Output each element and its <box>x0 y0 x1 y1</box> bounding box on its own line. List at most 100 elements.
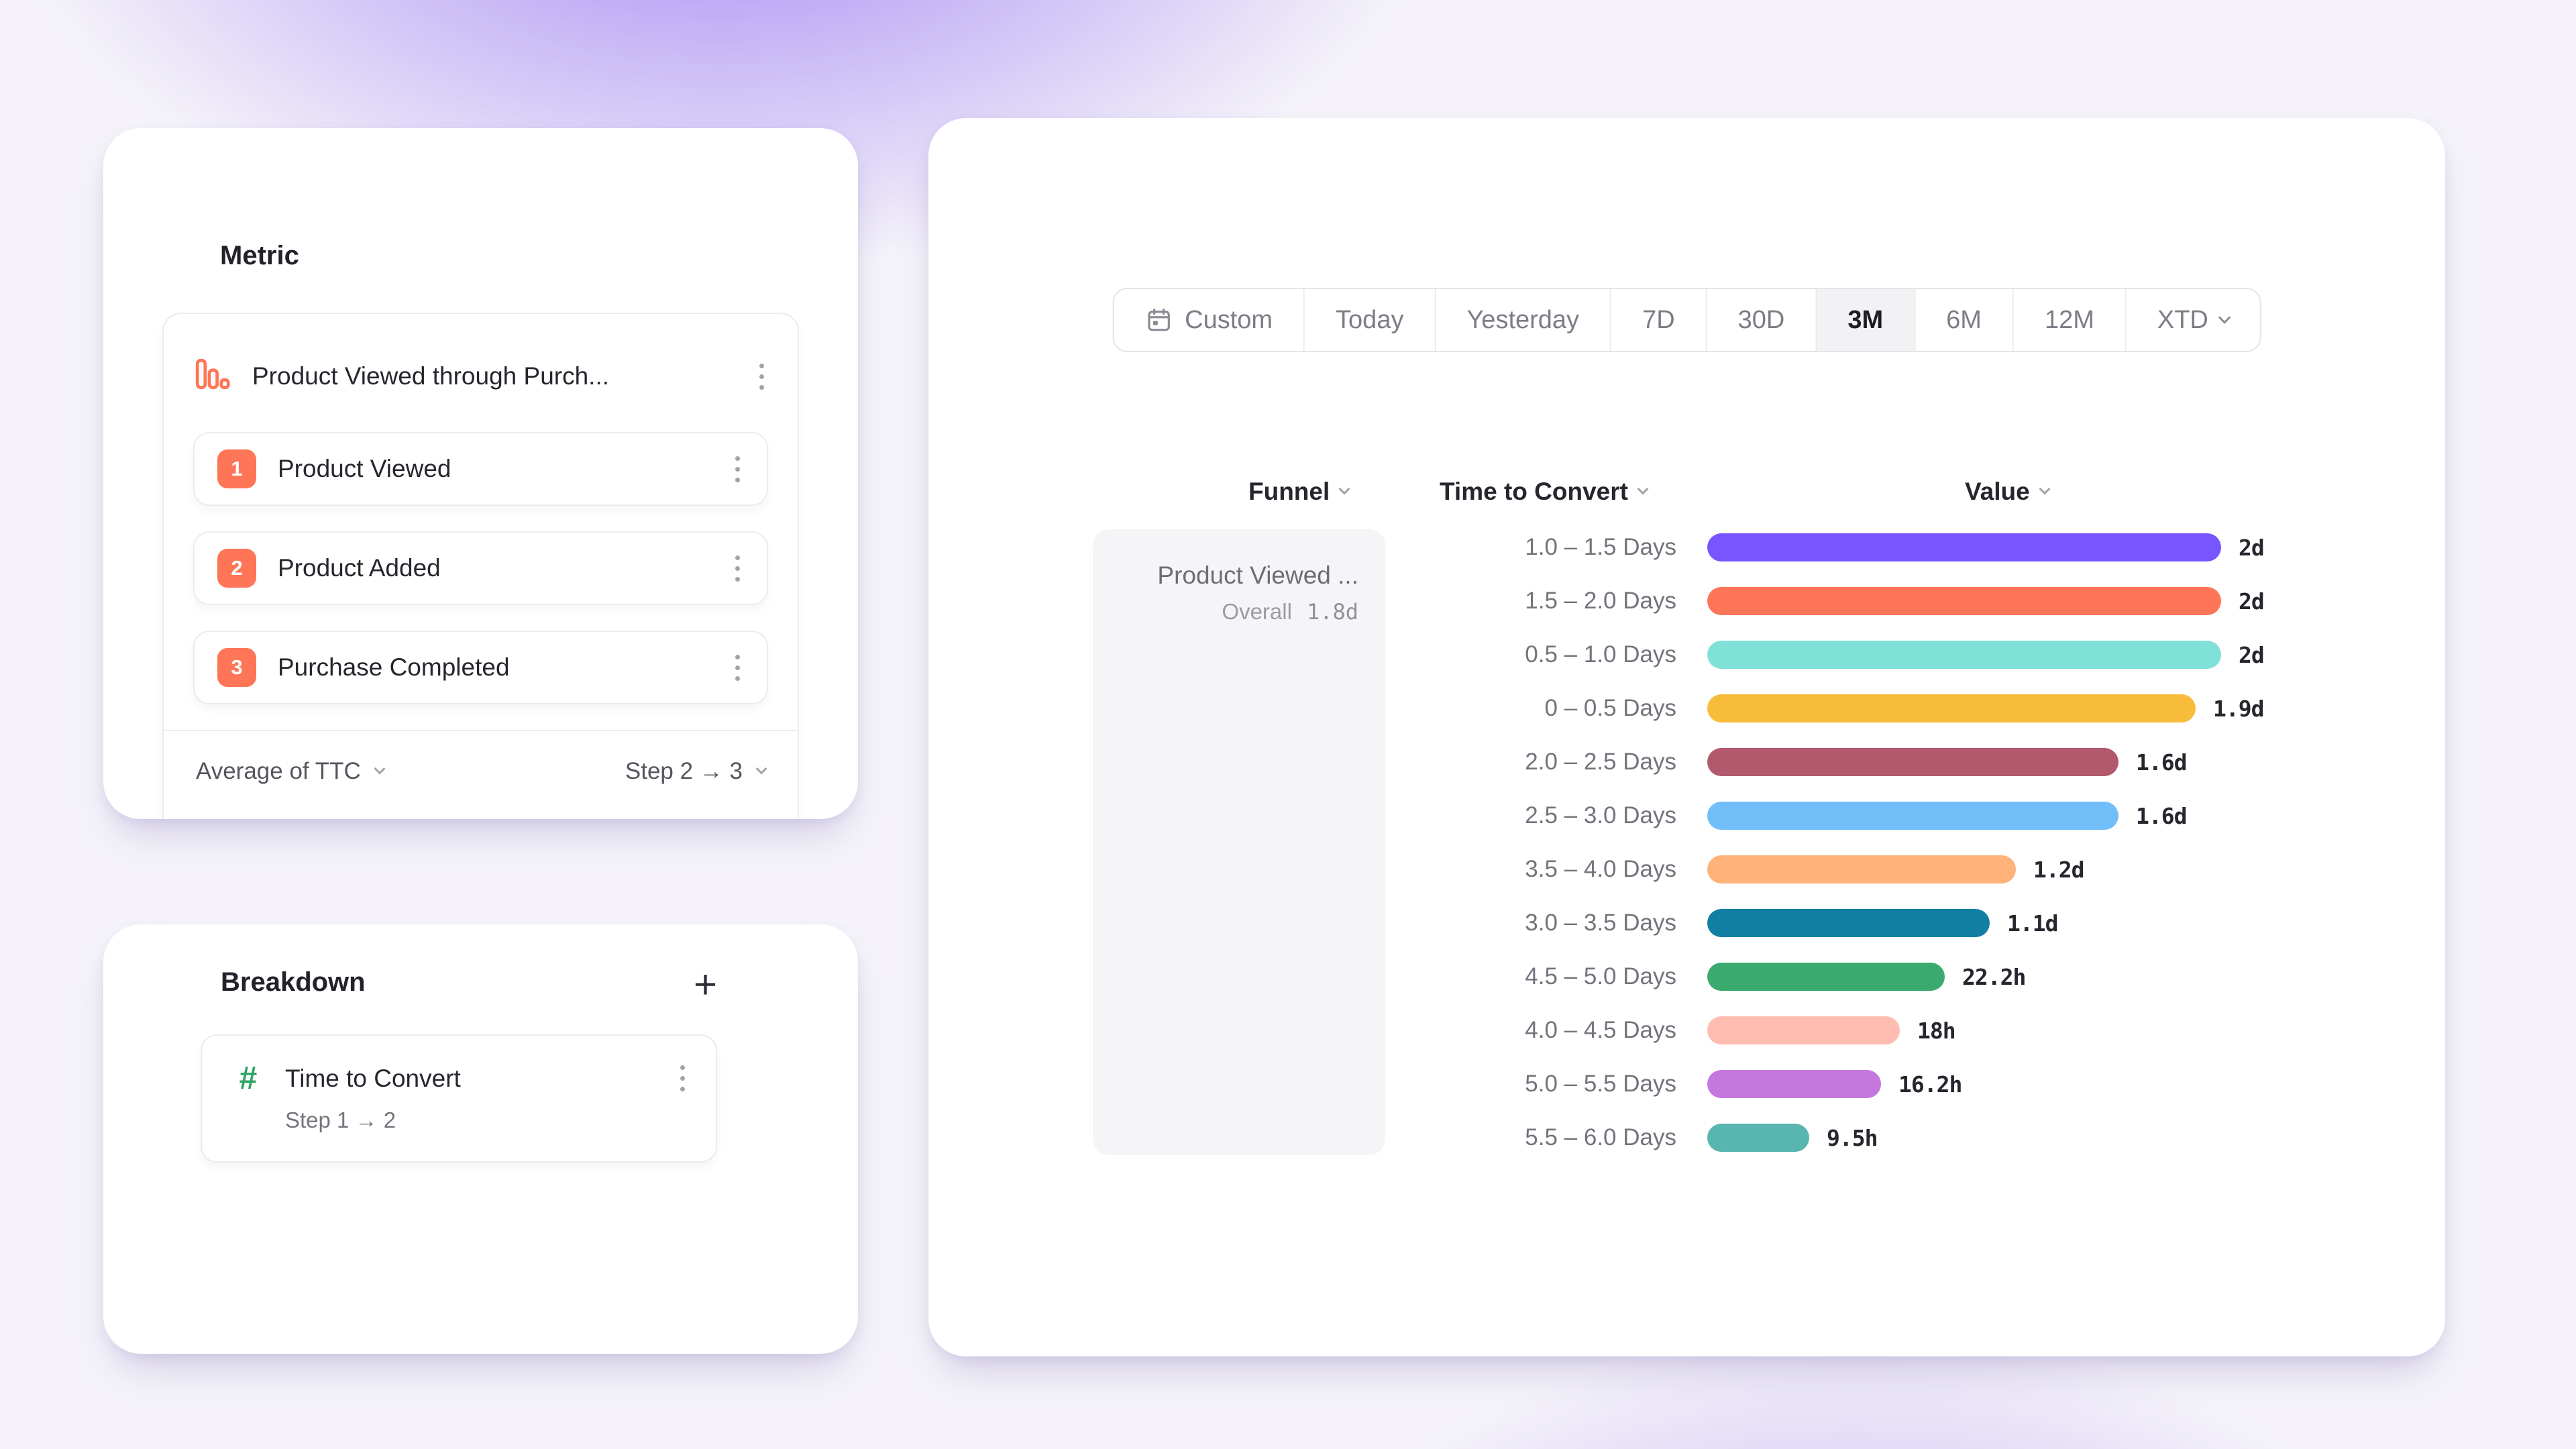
bucket-label: 3.5 – 4.0 Days <box>1525 856 1676 882</box>
funnel-group-name: Product Viewed ... <box>1157 561 1358 589</box>
breakdown-card[interactable]: # Time to Convert Step 1 → 2 <box>201 1034 717 1163</box>
breakdown-menu-button[interactable] <box>676 1061 689 1095</box>
date-range-30d[interactable]: 30D <box>1705 289 1816 351</box>
bar-value-label: 16.2h <box>1898 1071 1962 1097</box>
bar-value-label: 1.9d <box>2213 695 2264 722</box>
report-panel: Custom Today Yesterday 7D 30D 3M 6M 12M XTD Funn… <box>928 118 2445 1356</box>
chart-row: 5.5 – 6.0 Days 9.5h <box>1398 1111 2418 1165</box>
chevron-down-icon <box>2218 311 2231 324</box>
step-number-badge: 2 <box>217 549 256 588</box>
hash-icon: # <box>239 1061 258 1096</box>
value-bar[interactable] <box>1707 748 2118 776</box>
bar-value-label: 1.6d <box>2136 802 2187 829</box>
chart-row: 0 – 0.5 Days 1.9d <box>1398 682 2418 735</box>
step-menu-button[interactable] <box>731 452 744 486</box>
value-bar[interactable] <box>1707 587 2221 615</box>
metric-footer: Average of TTC Step 2 → 3 <box>164 731 798 812</box>
date-range-12m[interactable]: 12M <box>2012 289 2125 351</box>
breakdown-step-range: Step 1 → 2 <box>285 1108 396 1132</box>
bucket-label: 0.5 – 1.0 Days <box>1525 641 1676 667</box>
step-event-label: Purchase Completed <box>278 653 510 681</box>
bar-value-label: 9.5h <box>1827 1124 1878 1151</box>
step-number-badge: 1 <box>217 449 256 488</box>
chevron-down-icon <box>1637 483 1649 495</box>
chart-row: 1.0 – 1.5 Days 2d <box>1398 521 2418 574</box>
chart-row: 1.5 – 2.0 Days 2d <box>1398 574 2418 628</box>
step-menu-button[interactable] <box>731 651 744 685</box>
chart-row: 0.5 – 1.0 Days 2d <box>1398 628 2418 682</box>
date-range-label: 7D <box>1642 305 1675 334</box>
column-header-time-to-convert[interactable]: Time to Convert <box>1440 478 1649 506</box>
bar-value-label: 18h <box>1917 1017 1956 1044</box>
bucket-label: 1.5 – 2.0 Days <box>1525 588 1676 614</box>
bar-value-label: 1.2d <box>2033 856 2084 883</box>
metric-section-title: Metric <box>220 241 299 270</box>
value-bar[interactable] <box>1707 1124 1809 1152</box>
bar-value-label: 2d <box>2239 534 2265 561</box>
bucket-label: 2.5 – 3.0 Days <box>1525 802 1676 828</box>
step-range-dropdown-label: Step 2 → 3 <box>625 758 743 784</box>
funnel-group-cell[interactable]: Product Viewed ... Overall 1.8d <box>1093 529 1385 1155</box>
measurement-dropdown-label: Average of TTC <box>196 758 361 784</box>
funnel-step-row[interactable]: 1 Product Viewed <box>193 432 768 506</box>
bar-value-label: 22.2h <box>1962 963 2026 990</box>
date-range-xtd[interactable]: XTD <box>2125 289 2260 351</box>
bar-value-label: 1.6d <box>2136 749 2187 775</box>
date-range-label: 12M <box>2044 305 2094 334</box>
bucket-label: 2.0 – 2.5 Days <box>1525 749 1676 775</box>
date-range-bar: Custom Today Yesterday 7D 30D 3M 6M 12M XTD <box>1112 288 2261 352</box>
measurement-dropdown[interactable]: Average of TTC <box>196 758 386 785</box>
column-header-funnel[interactable]: Funnel <box>1248 478 1350 506</box>
column-header-value[interactable]: Value <box>1965 478 2051 506</box>
chart-row: 4.5 – 5.0 Days 22.2h <box>1398 950 2418 1004</box>
step-menu-button[interactable] <box>731 551 744 586</box>
bucket-label: 4.0 – 4.5 Days <box>1525 1017 1676 1043</box>
value-bar[interactable] <box>1707 963 1945 991</box>
date-range-6m[interactable]: 6M <box>1914 289 2012 351</box>
bar-value-label: 2d <box>2239 641 2265 668</box>
chart-row: 2.0 – 2.5 Days 1.6d <box>1398 735 2418 789</box>
value-bar[interactable] <box>1707 909 1990 937</box>
chevron-down-icon <box>755 763 767 775</box>
column-header-ttc-label: Time to Convert <box>1440 478 1628 505</box>
bar-value-label: 2d <box>2239 588 2265 614</box>
bar-chart: 1.0 – 1.5 Days 2d 1.5 – 2.0 Days 2d 0.5 – 1.… <box>1398 521 2418 1165</box>
date-range-yesterday[interactable]: Yesterday <box>1434 289 1610 351</box>
date-range-today[interactable]: Today <box>1303 289 1434 351</box>
value-bar[interactable] <box>1707 802 2118 830</box>
bucket-label: 1.0 – 1.5 Days <box>1525 534 1676 560</box>
step-range-dropdown[interactable]: Step 2 → 3 <box>625 758 767 785</box>
date-range-custom[interactable]: Custom <box>1114 289 1303 351</box>
overall-label: Overall <box>1222 599 1292 624</box>
bar-value-label: 1.1d <box>2007 910 2058 936</box>
add-breakdown-button[interactable]: + <box>693 962 717 1007</box>
date-range-label: 3M <box>1847 305 1884 334</box>
value-bar[interactable] <box>1707 533 2221 561</box>
bucket-label: 0 – 0.5 Days <box>1544 695 1677 721</box>
value-bar[interactable] <box>1707 855 2016 883</box>
funnel-step-row[interactable]: 3 Purchase Completed <box>193 631 768 704</box>
funnel-metric-header[interactable]: Product Viewed through Purch... <box>164 339 798 413</box>
breakdown-panel: Breakdown + # Time to Convert Step 1 → 2 <box>103 924 858 1354</box>
step-number-badge: 3 <box>217 648 256 687</box>
funnel-metric-name: Product Viewed through Purch... <box>252 362 610 390</box>
breakdown-property-label: Time to Convert <box>285 1064 461 1092</box>
date-range-3m[interactable]: 3M <box>1815 289 1915 351</box>
chevron-down-icon <box>1338 483 1350 495</box>
chevron-down-icon <box>374 763 386 775</box>
chart-row: 2.5 – 3.0 Days 1.6d <box>1398 789 2418 843</box>
funnel-step-row[interactable]: 2 Product Added <box>193 531 768 605</box>
bucket-label: 5.0 – 5.5 Days <box>1525 1071 1676 1097</box>
breakdown-section-title: Breakdown <box>221 967 366 997</box>
chart-row: 4.0 – 4.5 Days 18h <box>1398 1004 2418 1057</box>
date-range-7d[interactable]: 7D <box>1610 289 1706 351</box>
value-bar[interactable] <box>1707 694 2196 722</box>
chart-row: 3.5 – 4.0 Days 1.2d <box>1398 843 2418 896</box>
value-bar[interactable] <box>1707 1016 1900 1044</box>
date-range-label: Today <box>1336 305 1404 334</box>
value-bar[interactable] <box>1707 1070 1881 1098</box>
date-range-label: Custom <box>1185 305 1273 334</box>
funnel-metric-card[interactable]: Product Viewed through Purch... 1 Product… <box>162 313 799 819</box>
value-bar[interactable] <box>1707 641 2221 669</box>
funnel-metric-menu-button[interactable] <box>755 360 768 394</box>
